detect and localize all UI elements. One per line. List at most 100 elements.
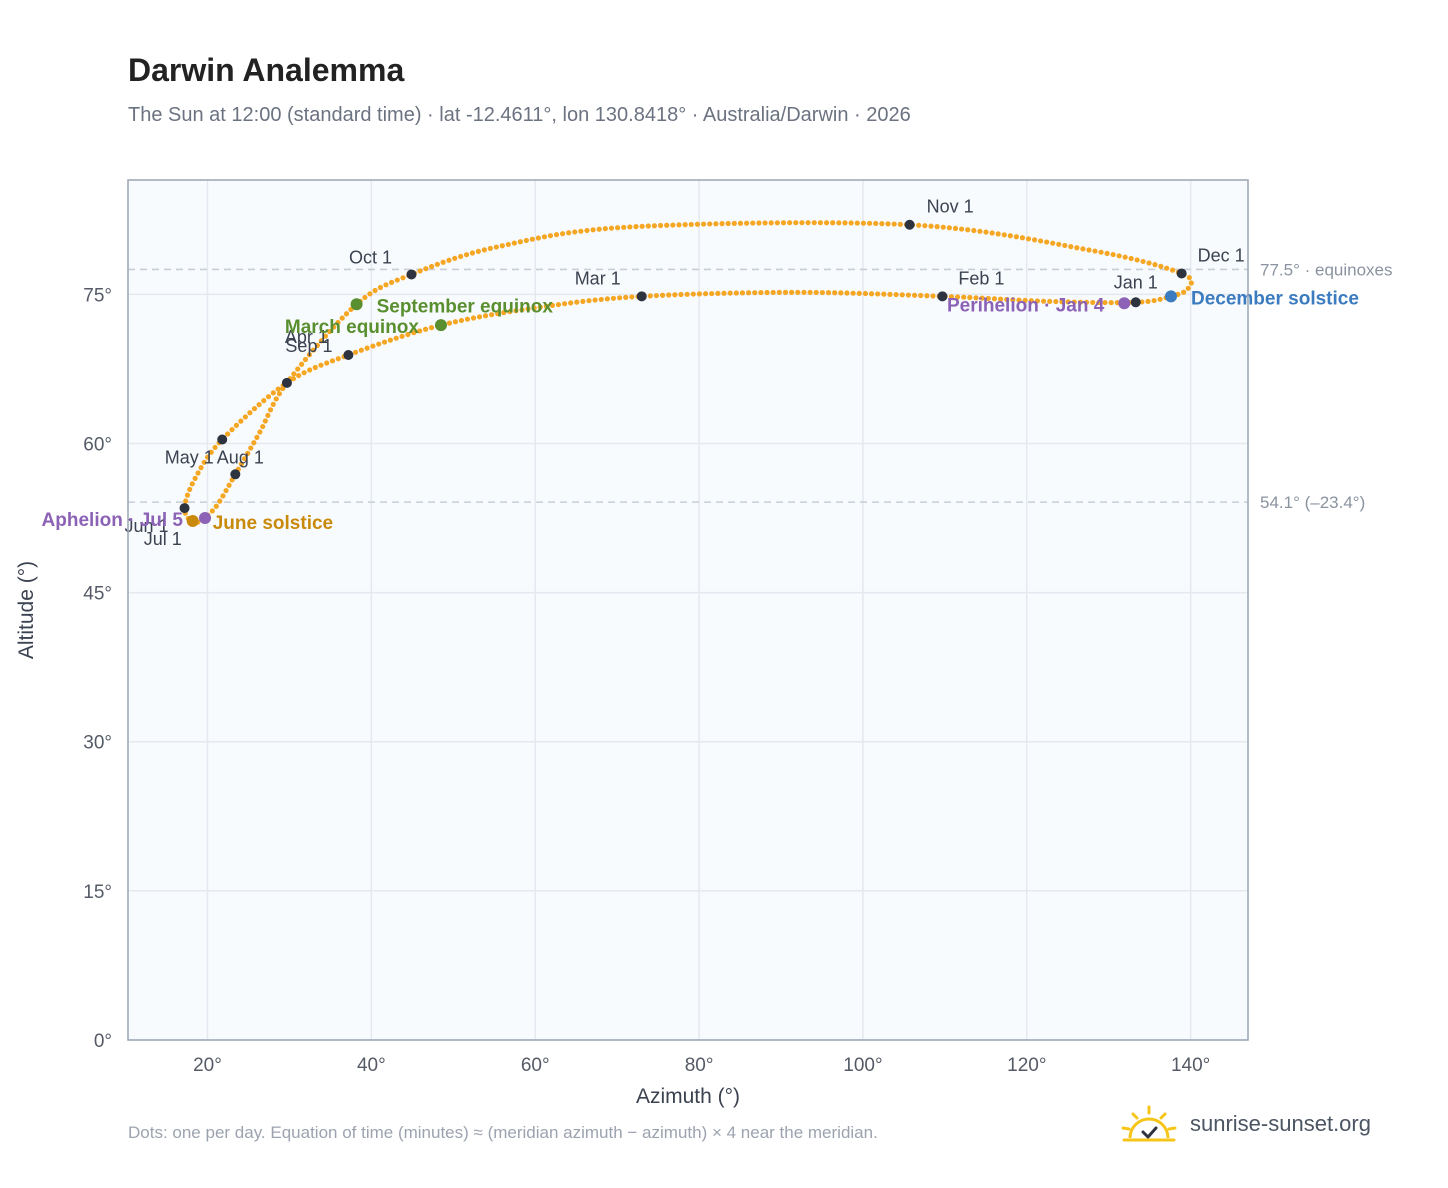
- daily-sun-dot: [682, 222, 688, 228]
- daily-sun-dot: [241, 456, 248, 462]
- daily-sun-dot: [737, 220, 744, 226]
- daily-sun-dot: [1007, 233, 1013, 239]
- daily-sun-dot: [782, 289, 789, 295]
- daily-sun-dot: [248, 445, 254, 451]
- daily-sun-dot: [721, 290, 727, 296]
- y-tick-label: 60°: [83, 434, 112, 455]
- daily-sun-dot: [1059, 299, 1065, 305]
- daily-sun-dot: [842, 220, 848, 226]
- daily-sun-dot: [428, 263, 435, 270]
- daily-sun-dot: [916, 222, 922, 228]
- reference-line-label: 77.5° · equinoxes: [1260, 260, 1393, 279]
- daily-sun-dot: [1065, 299, 1071, 305]
- daily-sun-dot: [251, 406, 258, 412]
- daily-sun-dot: [1122, 254, 1128, 260]
- daily-sun-dot: [262, 418, 268, 424]
- month-marker-label: May 1: [165, 447, 214, 467]
- daily-sun-dot: [481, 247, 487, 253]
- daily-sun-dot: [862, 290, 869, 297]
- daily-sun-dot: [651, 223, 658, 229]
- month-marker-label: Jul 1: [144, 529, 182, 549]
- daily-sun-dot: [1071, 299, 1077, 305]
- daily-sun-dot: [394, 277, 400, 283]
- daily-sun-dot: [825, 290, 832, 296]
- daily-sun-dot: [617, 295, 623, 301]
- daily-sun-dot: [989, 230, 995, 236]
- daily-sun-dot: [1028, 298, 1034, 304]
- daily-sun-dot: [819, 289, 825, 296]
- daily-sun-dot: [358, 347, 364, 353]
- daily-sun-dot: [875, 291, 881, 297]
- daily-sun-dot: [725, 220, 731, 227]
- daily-sun-dot: [965, 227, 971, 233]
- x-tick-label: 120°: [1007, 1055, 1046, 1076]
- daily-sun-dot: [948, 294, 955, 300]
- daily-sun-dot: [247, 410, 253, 416]
- daily-sun-dot: [973, 295, 979, 301]
- daily-sun-dot: [873, 220, 879, 227]
- daily-sun-dot: [897, 221, 903, 227]
- daily-sun-dot: [598, 296, 604, 303]
- daily-sun-dot: [764, 289, 770, 296]
- y-tick-label: 75°: [83, 285, 112, 306]
- daily-sun-dot: [696, 291, 703, 297]
- daily-sun-dot: [257, 429, 263, 435]
- daily-sun-dot: [260, 423, 266, 430]
- chart-title: Darwin Analemma: [128, 52, 405, 88]
- x-tick-label: 60°: [521, 1055, 550, 1076]
- daily-sun-dot: [452, 255, 458, 261]
- daily-sun-dot: [795, 289, 801, 295]
- daily-sun-dot: [229, 427, 235, 433]
- month-marker-dot: [217, 434, 228, 445]
- y-axis-label: Altitude (°): [15, 561, 38, 659]
- daily-sun-dot: [1010, 297, 1016, 303]
- daily-sun-dot: [189, 481, 195, 487]
- daily-sun-dot: [659, 292, 666, 298]
- daily-sun-dot: [1092, 248, 1098, 254]
- daily-sun-dot: [946, 225, 952, 231]
- daily-sun-dot: [924, 293, 930, 299]
- daily-sun-dot: [830, 220, 836, 226]
- event-marker-dot: [350, 298, 363, 311]
- daily-sun-dot: [362, 294, 368, 301]
- brand[interactable]: sunrise-sunset.org: [1120, 1100, 1371, 1148]
- daily-sun-dot: [296, 372, 302, 379]
- daily-sun-dot: [940, 224, 946, 230]
- daily-sun-dot: [918, 292, 924, 299]
- daily-sun-dot: [997, 296, 1004, 302]
- event-marker-label: September equinox: [377, 296, 554, 317]
- month-marker-label: Jun 1: [125, 516, 169, 536]
- daily-sun-dot: [475, 248, 481, 254]
- daily-sun-dot: [690, 291, 696, 297]
- daily-sun-dot: [226, 482, 232, 488]
- daily-sun-dot: [377, 284, 384, 291]
- daily-sun-dot: [639, 223, 645, 229]
- daily-sun-dot: [364, 345, 370, 351]
- daily-sun-dot: [911, 292, 918, 298]
- daily-sun-dot: [541, 234, 548, 240]
- daily-sun-dot: [555, 301, 562, 308]
- daily-sun-dot: [423, 266, 429, 272]
- month-marker-dot: [406, 269, 417, 280]
- daily-sun-dot: [1013, 234, 1019, 240]
- month-marker-label: Dec 1: [1198, 245, 1245, 265]
- daily-sun-dot: [672, 292, 678, 298]
- daily-sun-dot: [905, 292, 912, 298]
- daily-sun-dot: [261, 398, 267, 404]
- chart-subtitle: The Sun at 12:00 (standard time) · lat -…: [128, 104, 911, 126]
- daily-sun-dot: [1016, 297, 1022, 303]
- daily-sun-dot: [367, 291, 373, 297]
- daily-sun-dot: [1004, 296, 1010, 303]
- daily-sun-dot: [629, 294, 635, 300]
- reference-line-label: 54.1° (–23.4°): [1260, 493, 1365, 512]
- daily-sun-dot: [684, 291, 690, 297]
- daily-sun-dot: [233, 422, 240, 428]
- daily-sun-dot: [495, 311, 501, 317]
- daily-sun-dot: [547, 233, 554, 239]
- daily-sun-dot: [762, 220, 768, 226]
- daily-sun-dot: [331, 324, 337, 330]
- daily-sun-dot: [463, 252, 470, 258]
- daily-sun-dot: [543, 303, 549, 309]
- daily-sun-dot: [489, 312, 495, 318]
- daily-sun-dot: [664, 222, 670, 228]
